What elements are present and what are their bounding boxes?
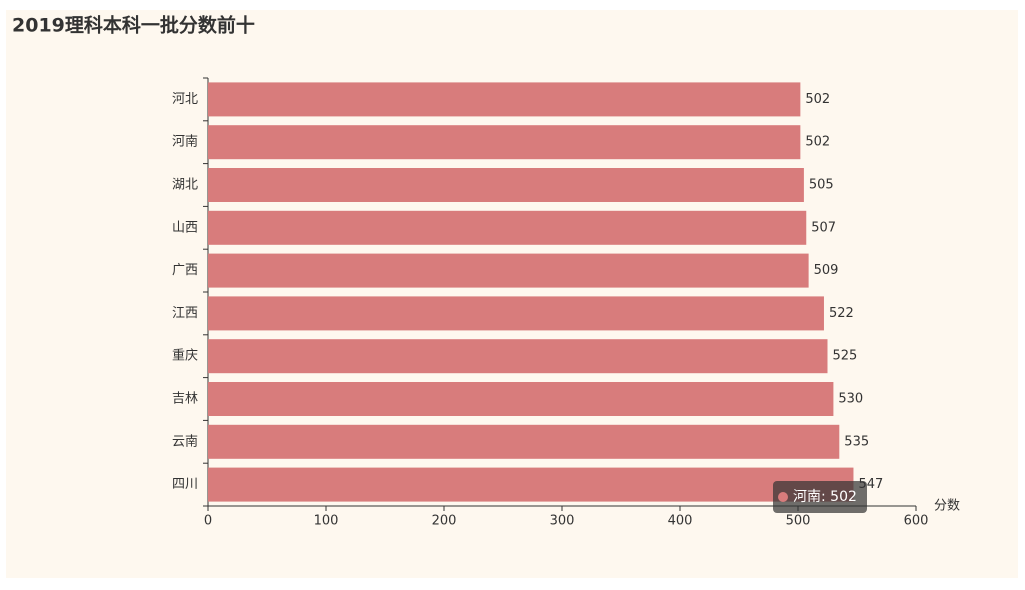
data-label: 522 [829,306,854,321]
y-tick-label: 云南 [172,433,198,449]
y-tick-label: 山西 [172,220,198,235]
data-label: 507 [811,220,836,235]
tooltip-text: 河南: 502 [793,489,857,505]
y-tick-label: 广西 [172,263,198,278]
bar [208,253,809,288]
bar [208,382,834,416]
y-tick-label: 湖北 [172,178,198,193]
data-label: 502 [805,135,830,150]
x-tick-label: 0 [204,514,212,529]
tooltip-marker [778,492,788,502]
data-label: 509 [814,263,839,278]
x-tick-label: 600 [904,514,929,529]
bar [208,296,824,331]
bar [208,339,828,374]
x-tick-label: 500 [786,514,811,529]
chart-title: 2019理科本科一批分数前十 [12,14,255,37]
y-tick-label: 重庆 [172,348,198,364]
y-tick-label: 吉林 [172,392,198,407]
x-tick-label: 200 [432,514,457,529]
data-label: 505 [809,178,834,193]
y-tick-label: 四川 [172,477,198,492]
data-label: 535 [844,434,869,449]
bar [208,210,807,245]
bar [208,82,801,117]
x-axis-label: 分数 [934,499,960,514]
bar [208,125,801,160]
x-tick-label: 300 [550,514,575,529]
tooltip-box [773,481,867,513]
x-tick-label: 400 [668,514,693,529]
bar [208,424,840,459]
x-tick-label: 100 [314,514,339,529]
data-label: 502 [805,92,830,107]
y-tick-label: 江西 [172,306,198,321]
y-tick-label: 河北 [172,92,198,107]
data-label: 525 [833,349,858,364]
bar [208,168,804,202]
tooltip: 河南: 502 [773,481,867,513]
data-label: 530 [838,392,863,407]
y-tick-label: 河南 [172,134,198,150]
bar [208,467,854,502]
